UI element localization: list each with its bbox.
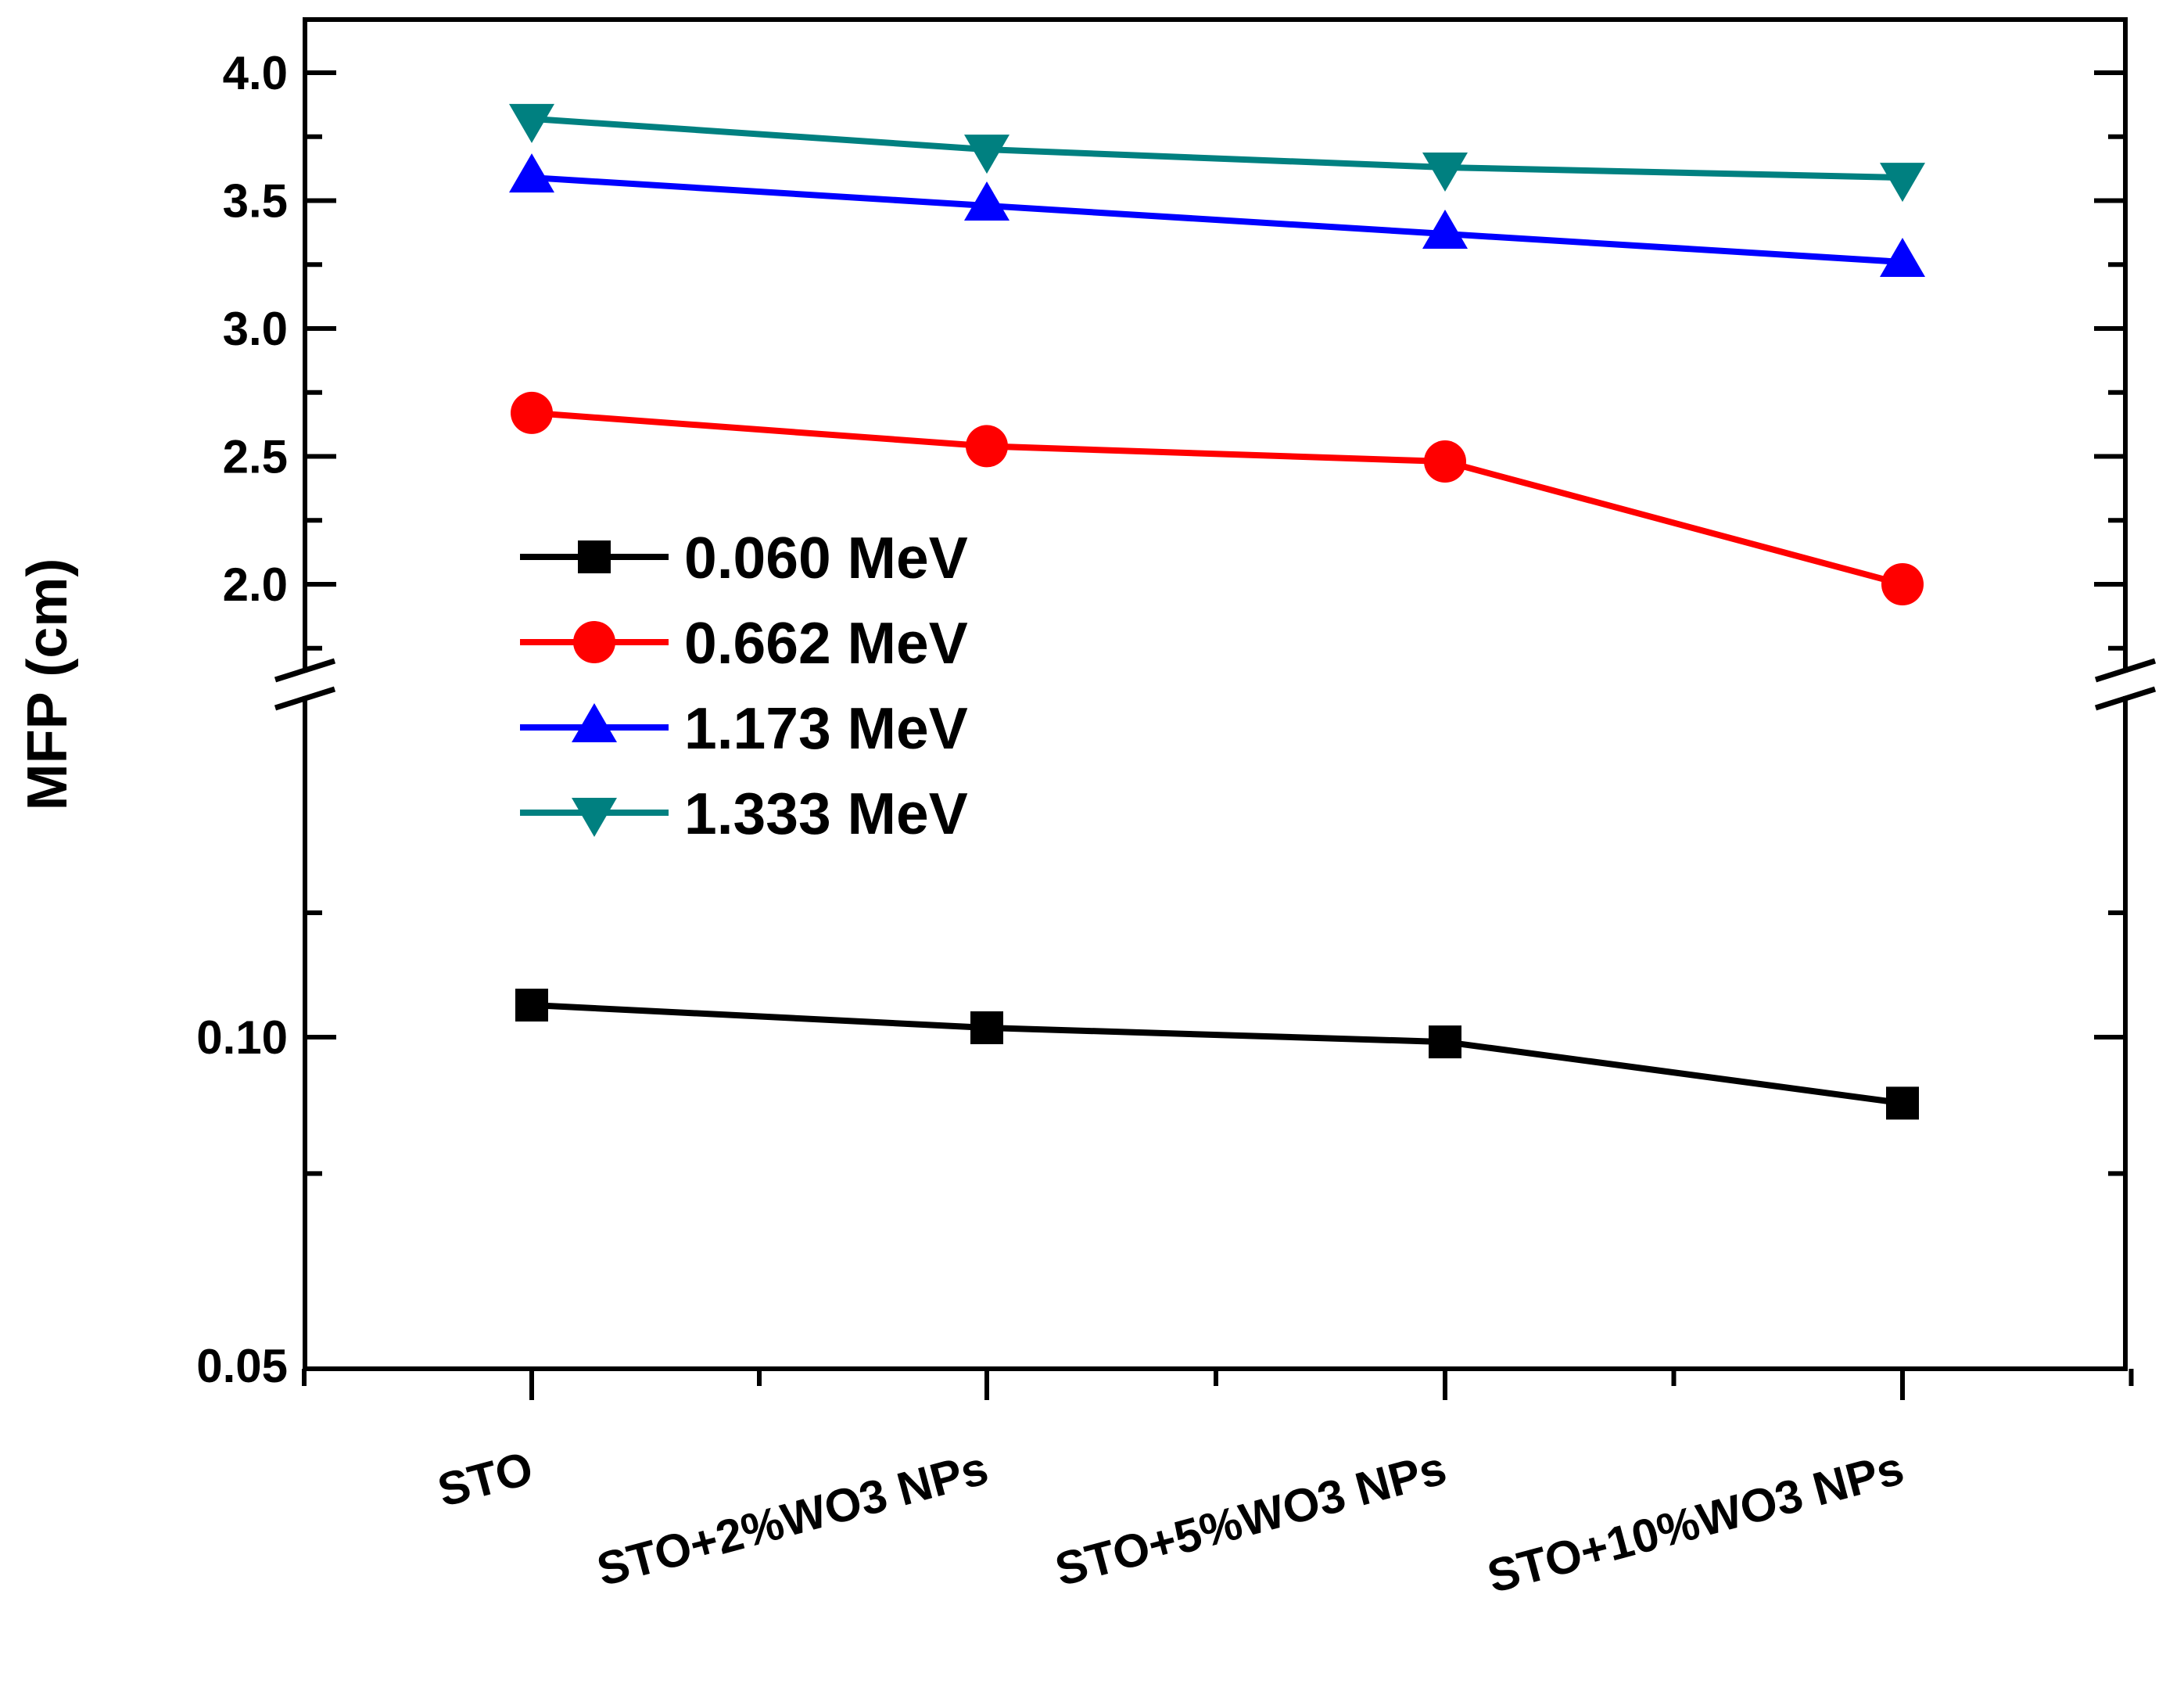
series-line-0-060-mev: [531, 1002, 1903, 1107]
data-point-1-173-mev: [964, 181, 1010, 221]
data-point-0-060-mev: [1886, 1086, 1919, 1120]
y-tick-label: 3.0: [223, 303, 288, 355]
y-tick-label: 0.05: [196, 1340, 288, 1392]
legend-label-1-333-mev: 1.333 MeV: [684, 781, 968, 846]
data-point-1-173-mev: [1422, 210, 1468, 250]
data-point-1-333-mev: [1880, 163, 1925, 203]
data-point-0-662-mev: [1881, 563, 1924, 605]
x-category-label: STO+2%WO3 NPs: [591, 1442, 993, 1596]
data-point-0-662-mev: [511, 391, 553, 434]
data-point-1-333-mev: [1422, 152, 1468, 192]
legend-label-0-662-mev: 0.662 MeV: [684, 610, 968, 676]
x-category-label: STO+10%WO3 NPs: [1482, 1442, 1909, 1603]
data-point-1-333-mev: [964, 135, 1010, 174]
axis-break-mark-right-1: [2094, 658, 2157, 683]
data-point-0-060-mev: [515, 989, 548, 1022]
data-point-1-333-mev: [509, 103, 554, 143]
x-category-label: STO: [432, 1442, 538, 1517]
y-tick-label: 0.10: [196, 1011, 288, 1064]
axis-break-mark-left-2: [274, 686, 336, 711]
data-point-0-662-mev: [966, 425, 1008, 468]
y-tick-label: 2.5: [223, 431, 288, 483]
legend-label-1-173-mev: 1.173 MeV: [684, 695, 968, 761]
series-line-1-173-mev: [531, 174, 1903, 265]
data-point-0-060-mev: [1429, 1025, 1461, 1059]
y-tick-label: 3.5: [223, 175, 288, 228]
legend-marker-1-333-mev: [572, 798, 617, 837]
series-line-1-333-mev: [531, 115, 1903, 181]
y-tick-label: 4.0: [223, 47, 288, 99]
y-tick-label: 2.0: [223, 558, 288, 611]
legend-label-0-060-mev: 0.060 MeV: [684, 525, 968, 591]
legend-marker-1-173-mev: [572, 703, 617, 742]
x-category-label: STO+5%WO3 NPs: [1049, 1442, 1451, 1596]
series-line-0-662-mev: [531, 409, 1904, 587]
y-axis-title: MFP (cm): [16, 558, 79, 811]
data-point-0-662-mev: [1424, 440, 1466, 483]
legend-marker-0-060-mev: [578, 540, 611, 573]
axis-break-mark-right-2: [2094, 686, 2157, 711]
data-point-1-173-mev: [1880, 237, 1925, 277]
legend-marker-0-662-mev: [573, 621, 615, 663]
axis-break-mark-left-1: [274, 658, 336, 683]
data-point-1-173-mev: [509, 153, 554, 193]
data-point-0-060-mev: [970, 1011, 1003, 1045]
